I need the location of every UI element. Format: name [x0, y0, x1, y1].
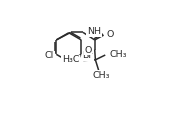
Text: Cl: Cl [45, 51, 54, 60]
Text: O: O [84, 46, 92, 55]
Text: CH₃: CH₃ [109, 50, 127, 59]
Text: Br: Br [83, 51, 93, 60]
Text: O: O [107, 30, 114, 39]
Text: CH₃: CH₃ [92, 71, 110, 80]
Text: H₃C: H₃C [62, 55, 79, 64]
Text: N: N [65, 58, 72, 67]
Text: NH: NH [87, 27, 101, 36]
